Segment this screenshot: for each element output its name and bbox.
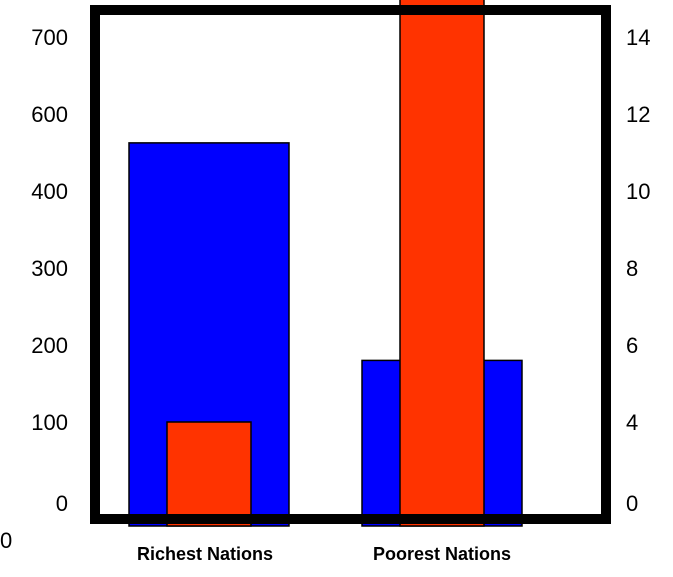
right-tick-label: 6 (626, 333, 638, 358)
red-bar-richest-nations (166, 421, 252, 527)
left-tick-label: 300 (31, 256, 68, 281)
red-bar-poorest-nations (399, 0, 485, 527)
left-tick-label: 400 (31, 179, 68, 204)
right-tick-label: 12 (626, 102, 650, 127)
right-tick-label: 0 (626, 491, 638, 516)
plot-frame (90, 5, 611, 524)
left-tick-label: 0 (56, 491, 68, 516)
left-tick-label: 700 (31, 25, 68, 50)
category-label: Richest Nations (137, 544, 273, 564)
left-axis-ticks: 0 100 200 300 400 600 700 (31, 25, 68, 516)
left-tick-label: 600 (31, 102, 68, 127)
right-tick-label: 4 (626, 410, 638, 435)
bars (128, 0, 523, 527)
right-axis-ticks: 0 4 6 8 10 12 14 (626, 25, 650, 516)
stray-zero-label: 0 (0, 528, 12, 553)
category-labels: Richest Nations Poorest Nations (137, 544, 511, 564)
left-tick-label: 100 (31, 410, 68, 435)
left-tick-label: 200 (31, 333, 68, 358)
right-tick-label: 14 (626, 25, 650, 50)
category-label: Poorest Nations (373, 544, 511, 564)
right-tick-label: 10 (626, 179, 650, 204)
right-tick-label: 8 (626, 256, 638, 281)
